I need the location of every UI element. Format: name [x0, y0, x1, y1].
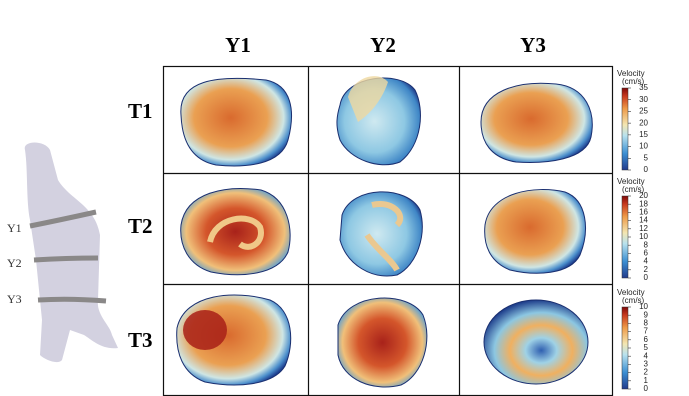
colorbar-tick-label: 10	[639, 142, 648, 151]
colorbar-tick-label: 8	[644, 319, 649, 328]
colorbar-tick-label: 35	[639, 83, 648, 92]
vessel-label: Y3	[7, 292, 22, 306]
row-label: T2	[128, 214, 153, 238]
vessel-section	[37, 296, 107, 304]
section-map	[484, 189, 586, 274]
velocity-maps	[176, 76, 593, 388]
section-map	[348, 76, 388, 122]
colorbar	[621, 87, 629, 171]
colorbar-tick-label: 15	[639, 130, 648, 139]
colorbar-tick-label: 12	[639, 224, 648, 233]
column-label: Y3	[520, 33, 546, 57]
colorbar-tick-label: 18	[639, 199, 648, 208]
colorbar-tick-label: 8	[644, 240, 649, 249]
vessel-label: Y1	[7, 221, 22, 235]
colorbar-tick-label: 7	[644, 327, 649, 336]
colorbar-title: Velocity	[617, 288, 645, 297]
section-map	[364, 201, 404, 272]
colorbar-tick-label: 4	[644, 351, 649, 360]
colorbar-tick-label: 5	[644, 343, 649, 352]
colorbar-tick-label: 3	[644, 360, 649, 369]
colorbar-unit: (cm/s)	[622, 296, 645, 305]
colorbar-tick-label: 2	[644, 368, 649, 377]
vessel-section	[33, 255, 99, 263]
section-map	[183, 310, 227, 350]
vessel-section	[29, 209, 97, 229]
colorbar-tick-label: 20	[639, 118, 648, 127]
colorbar-tick-label: 30	[639, 95, 648, 104]
vessel	[24, 142, 119, 363]
colorbar-tick-label: 20	[639, 191, 648, 200]
colorbar-tick-label: 25	[639, 107, 648, 116]
colorbar-title: Velocity	[617, 69, 645, 78]
colorbar-tick-label: 10	[639, 232, 648, 241]
vessel-label: Y2	[7, 256, 22, 270]
colorbar-unit: (cm/s)	[622, 77, 645, 86]
section-map	[483, 299, 589, 385]
colorbar-title: Velocity	[617, 177, 645, 186]
colorbar-tick-label: 1	[644, 376, 649, 385]
colorbar	[621, 195, 629, 279]
colorbars: Velocity(cm/s)05101520253035Velocity(cm/…	[617, 69, 649, 393]
row-label: T3	[128, 328, 153, 352]
colorbar-tick-label: 10	[639, 302, 648, 311]
colorbar-tick-label: 9	[644, 310, 649, 319]
colorbar-tick-label: 5	[644, 153, 649, 162]
section-map	[337, 297, 428, 388]
colorbar-tick-label: 4	[644, 257, 649, 266]
colorbar-tick-label: 0	[644, 273, 649, 282]
colorbar	[621, 306, 629, 390]
section-map	[480, 82, 593, 163]
colorbar-tick-label: 0	[644, 165, 649, 174]
section-map	[207, 215, 264, 250]
colorbar-tick-label: 0	[644, 384, 649, 393]
colorbar-tick-label: 16	[639, 208, 648, 217]
colorbar-tick-label: 6	[644, 249, 649, 258]
colorbar-tick-label: 14	[639, 216, 648, 225]
colorbar-tick-label: 2	[644, 265, 649, 274]
colorbar-unit: (cm/s)	[622, 185, 645, 194]
column-label: Y1	[225, 33, 251, 57]
section-map	[180, 77, 293, 167]
column-label: Y2	[370, 33, 396, 57]
section-map	[180, 188, 291, 276]
colorbar-tick-label: 6	[644, 335, 649, 344]
row-label: T1	[128, 99, 153, 123]
